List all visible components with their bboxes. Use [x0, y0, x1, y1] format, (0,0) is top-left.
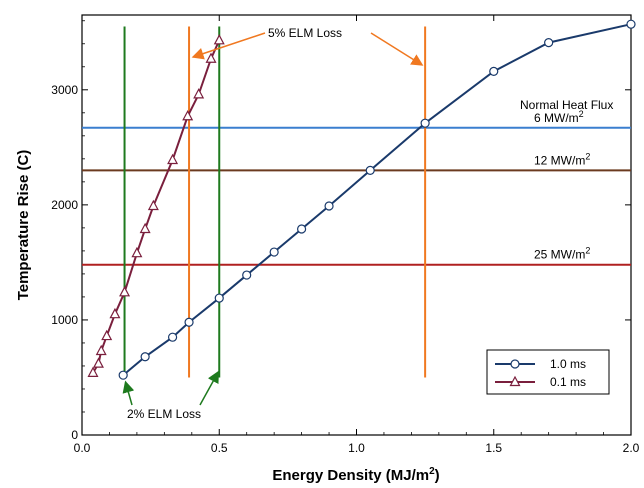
legend-marker	[510, 359, 520, 369]
data-point	[269, 247, 279, 257]
data-point	[214, 293, 224, 303]
data-point	[167, 332, 178, 342]
elm-2-arrow-right	[199, 370, 219, 406]
data-point	[147, 199, 159, 211]
data-point	[297, 224, 307, 234]
legend-label: 0.1 ms	[550, 375, 586, 389]
x-axis-title: Energy Density (MJ/m2)	[272, 466, 439, 484]
series-line	[122, 23, 632, 376]
data-point	[109, 307, 121, 319]
data-point	[193, 88, 205, 99]
data-point	[95, 344, 107, 356]
x-axis-ticks: 0.0 0.5 1.0 1.5 2.0	[74, 15, 640, 455]
y-axis-ticks: 0 1000 2000 3000	[51, 20, 631, 442]
data-point	[182, 109, 194, 121]
data-point	[92, 357, 104, 368]
elm-loss-lines	[123, 26, 427, 378]
legend-label: 1.0 ms	[550, 357, 586, 371]
data-point	[242, 270, 252, 280]
heat-flux-label: 6 MW/m2	[534, 109, 584, 125]
x-tick-label: 1.0	[348, 441, 365, 455]
elm-2-label: 2% ELM Loss	[127, 407, 201, 421]
data-point	[213, 34, 225, 45]
heat-flux-label: 25 MW/m2	[534, 246, 590, 262]
elm-5-arrow-right	[370, 32, 424, 66]
data-point	[119, 286, 131, 297]
x-tick-label: 2.0	[623, 441, 640, 455]
legend: 1.0 ms 0.1 ms	[486, 349, 610, 395]
data-point	[544, 38, 554, 48]
y-tick-label: 0	[71, 428, 78, 442]
y-tick-label: 2000	[51, 198, 78, 212]
data-point	[205, 52, 217, 63]
data-point	[131, 246, 143, 258]
data-point	[324, 201, 334, 211]
data-point	[626, 19, 636, 29]
x-tick-label: 0.0	[74, 441, 91, 455]
data-point	[118, 370, 128, 380]
data-point	[489, 66, 499, 76]
elm-5-arrow-left	[191, 32, 266, 60]
data-point	[101, 329, 113, 341]
data-point	[140, 352, 150, 362]
legend-marker	[509, 375, 521, 387]
elm-5-label: 5% ELM Loss	[268, 26, 342, 40]
heat-flux-label: 12 MW/m2	[534, 151, 590, 167]
data-point	[139, 222, 151, 234]
data-point	[365, 165, 375, 175]
data-series	[87, 19, 636, 380]
y-tick-label: 3000	[51, 83, 78, 97]
heat-flux-lines: 6 MW/m2 12 MW/m2 25 MW/m2 Normal Heat Flux	[82, 98, 631, 266]
y-axis-title: Temperature Rise (C)	[15, 150, 32, 301]
x-tick-label: 1.5	[485, 441, 502, 455]
normal-heat-flux-label: Normal Heat Flux	[520, 98, 613, 112]
data-point	[87, 366, 99, 377]
data-point	[420, 118, 430, 128]
x-tick-label: 0.5	[211, 441, 228, 455]
y-tick-label: 1000	[51, 313, 78, 327]
legend-box	[486, 349, 610, 395]
annotations: 5% ELM Loss 2% ELM Loss	[122, 26, 424, 421]
data-point	[167, 153, 179, 165]
elm-2-arrow-left	[122, 380, 135, 406]
data-point	[184, 317, 194, 327]
